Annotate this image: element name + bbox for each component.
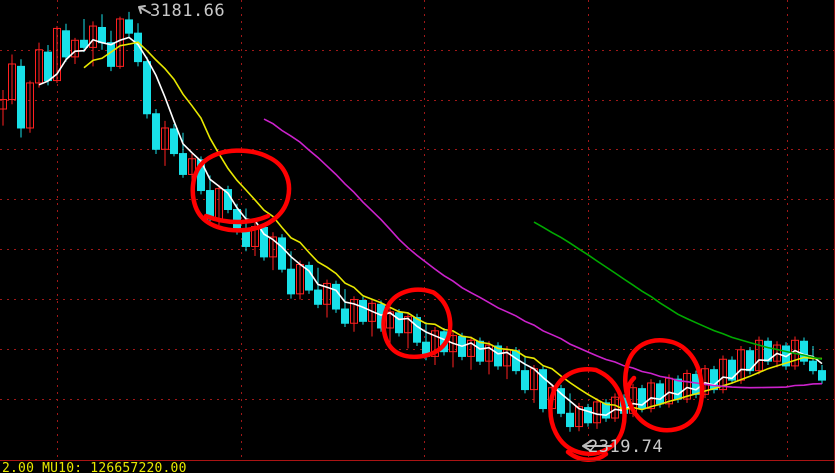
candle [800,337,808,365]
circle-3 [548,367,627,462]
ma-line-ma30 [263,118,823,389]
candle [323,279,331,318]
candle [395,309,403,337]
candle [8,54,16,105]
candle [170,124,178,157]
candle [539,365,547,413]
candle [566,393,574,432]
circle-2 [381,287,453,360]
candle [350,296,358,332]
ma-line-ma60 [533,221,823,360]
candle [818,364,826,384]
ma-line-ma10 [83,41,822,411]
candle [638,384,646,413]
candle [0,90,7,126]
candle [431,327,439,365]
moving-average-group [38,36,823,417]
circle-4 [623,338,705,433]
candle [494,342,502,370]
candle [143,56,151,119]
candle [17,59,25,138]
candle [467,336,475,370]
candle [341,289,349,328]
candle [521,355,529,394]
candle [755,336,763,375]
volume-indicator-label: 2.00 MU10: 126657220.00 [2,461,187,473]
circle-1 [190,148,292,233]
candle [332,280,340,313]
candle [584,403,592,427]
candle [602,399,610,422]
candle [314,267,322,309]
candle [386,308,394,344]
candle [728,356,736,384]
candle [269,232,277,271]
candle [80,18,88,53]
swing-high-price-label: 3181.66 [150,1,226,21]
candle [26,80,34,133]
candle [287,251,295,299]
swing-low-price-label: 2319.74 [588,437,664,457]
candle [179,132,187,178]
candle [359,296,367,325]
low-arrow [582,440,612,452]
candle [89,21,97,67]
candle [125,11,133,38]
candle [683,369,691,403]
candle [557,384,565,418]
candle [152,109,160,155]
high-arrow [138,5,151,14]
candle [305,261,313,294]
candle [35,42,43,88]
candle [278,234,286,273]
candle [62,23,70,62]
panel-separator [0,460,835,461]
ma-line-ma5 [38,36,823,417]
candle [809,345,817,375]
candle [161,120,169,166]
candle [485,341,493,375]
